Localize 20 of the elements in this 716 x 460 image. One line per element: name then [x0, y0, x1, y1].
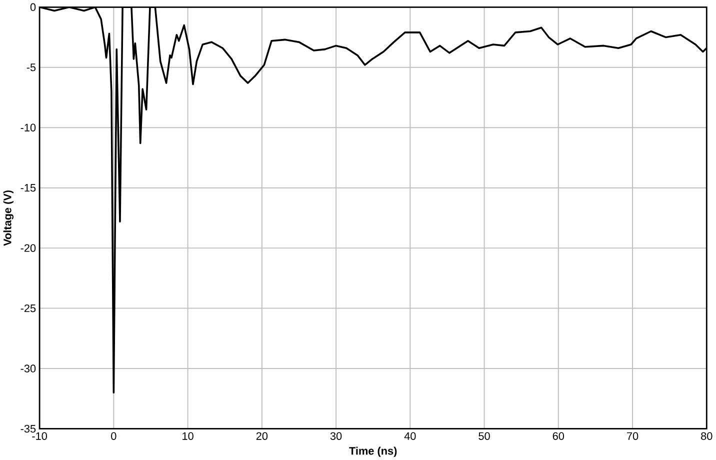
y-tick-label: -15 [20, 184, 36, 192]
y-tick-label: -25 [20, 304, 36, 312]
y-tick-label: -35 [20, 424, 36, 433]
x-tick-label: 20 [256, 432, 268, 440]
y-tick-label: -5 [26, 63, 36, 72]
x-tick-label: 40 [404, 432, 416, 440]
y-tick-label: -20 [20, 244, 36, 252]
x-tick-label: 30 [330, 432, 342, 440]
x-tick-label: 60 [552, 432, 564, 440]
x-axis-title: Time (ns) [349, 446, 397, 457]
x-tick-label: 0 [111, 432, 116, 440]
x-tick-label: 50 [478, 432, 490, 440]
x-tick-label: 80 [701, 432, 712, 440]
y-tick-label: -30 [20, 364, 36, 372]
x-tick-label: -10 [32, 432, 47, 440]
y-axis-title: Voltage (V) [3, 190, 14, 246]
x-tick-label: 70 [627, 432, 638, 440]
y-tick-label: -10 [20, 124, 36, 132]
y-tick-label: 0 [30, 3, 36, 11]
x-tick-label: 10 [182, 432, 194, 440]
